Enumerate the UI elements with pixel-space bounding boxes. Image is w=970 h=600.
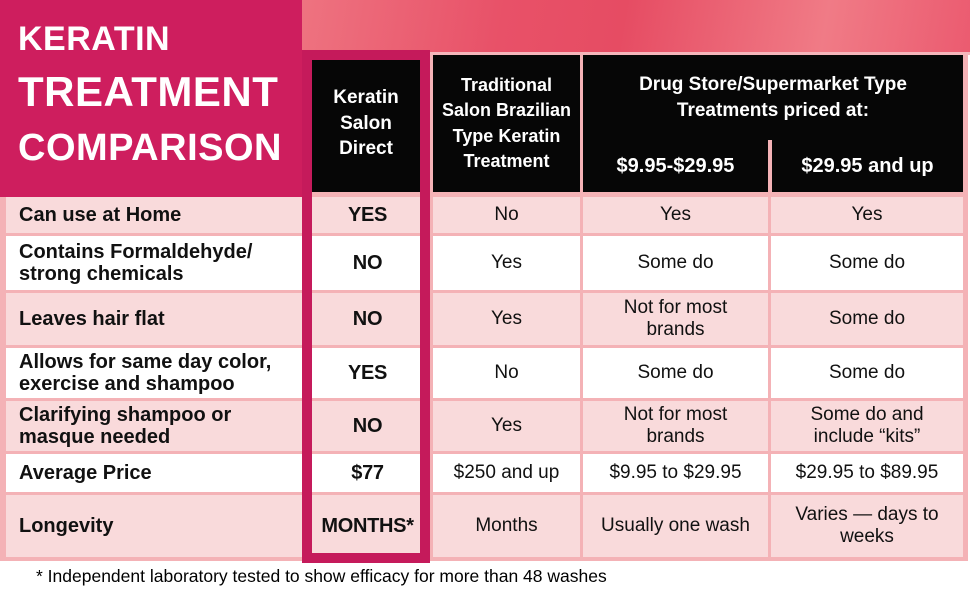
cell-price-low: $9.95 to $29.95 xyxy=(583,454,768,492)
cell-keratin-salon-direct: NO xyxy=(305,293,430,345)
cell-traditional: Yes xyxy=(433,293,580,345)
cell-price-high: Some do xyxy=(771,348,963,398)
column-header-drugstore-group: Drug Store/Supermarket Type Treatments p… xyxy=(583,55,963,192)
footnote: * Independent laboratory tested to show … xyxy=(36,566,607,586)
title-line-3: COMPARISON xyxy=(18,127,282,169)
cell-keratin-salon-direct: YES xyxy=(305,197,430,233)
row-label: Average Price xyxy=(6,454,302,492)
cell-price-high: Some do xyxy=(771,293,963,345)
row-label: Leaves hair flat xyxy=(6,293,302,345)
cell-price-low: Some do xyxy=(583,236,768,290)
cell-traditional: $250 and up xyxy=(433,454,580,492)
column-header-traditional-salon: Traditional Salon Brazilian Type Keratin… xyxy=(433,55,580,192)
row-label: Longevity xyxy=(6,495,302,557)
row-label: Can use at Home xyxy=(6,197,302,233)
column-header-price-low: $9.95-$29.95 xyxy=(616,154,735,177)
cell-traditional: No xyxy=(433,197,580,233)
row-label: Contains Formaldehyde/strong chemicals xyxy=(6,236,302,290)
cell-keratin-salon-direct: NO xyxy=(305,401,430,451)
comparison-table: Can use at Home YES No Yes Yes Contains … xyxy=(0,197,968,561)
cell-traditional: No xyxy=(433,348,580,398)
cell-price-high: Varies — days to weeks xyxy=(771,495,963,557)
cell-traditional: Months xyxy=(433,495,580,557)
drugstore-group-title: Drug Store/Supermarket Type Treatments p… xyxy=(639,73,907,121)
cell-keratin-salon-direct: MONTHS* xyxy=(305,495,430,557)
cell-price-low: Usually one wash xyxy=(583,495,768,557)
title-line-1: KERATIN xyxy=(18,20,171,58)
row-label: Allows for same day color, exercise and s… xyxy=(6,348,302,398)
cell-keratin-salon-direct: NO xyxy=(305,236,430,290)
cell-keratin-salon-direct: YES xyxy=(305,348,430,398)
column-header-price-high: $29.95 and up xyxy=(801,154,934,177)
cell-traditional: Yes xyxy=(433,401,580,451)
cell-price-high: Some do xyxy=(771,236,963,290)
pink-gradient-banner xyxy=(302,0,970,55)
cell-price-low: Yes xyxy=(583,197,768,233)
cell-price-low: Not for most brands xyxy=(583,293,768,345)
cell-price-low: Some do xyxy=(583,348,768,398)
row-label: Clarifying shampoo or masque needed xyxy=(6,401,302,451)
cell-keratin-salon-direct: $77 xyxy=(305,454,430,492)
column-header-label: Keratin Salon Direct xyxy=(333,87,399,160)
cell-price-low: Not for most brands xyxy=(583,401,768,451)
column-header-keratin-salon-direct: Keratin Salon Direct xyxy=(312,55,420,192)
cell-traditional: Yes xyxy=(433,236,580,290)
column-header-label: Traditional Salon Brazilian Type Keratin… xyxy=(441,75,572,171)
cell-price-high: Yes xyxy=(771,197,963,233)
cell-price-high: Some do and include “kits” xyxy=(771,401,963,451)
title-line-2: TREATMENT xyxy=(18,68,279,115)
subcolumn-divider xyxy=(768,140,772,192)
cell-price-high: $29.95 to $89.95 xyxy=(771,454,963,492)
title-block: KERATIN TREATMENT COMPARISON xyxy=(0,0,302,197)
drugstore-subcolumns: $9.95-$29.95 $29.95 and up xyxy=(583,140,963,192)
